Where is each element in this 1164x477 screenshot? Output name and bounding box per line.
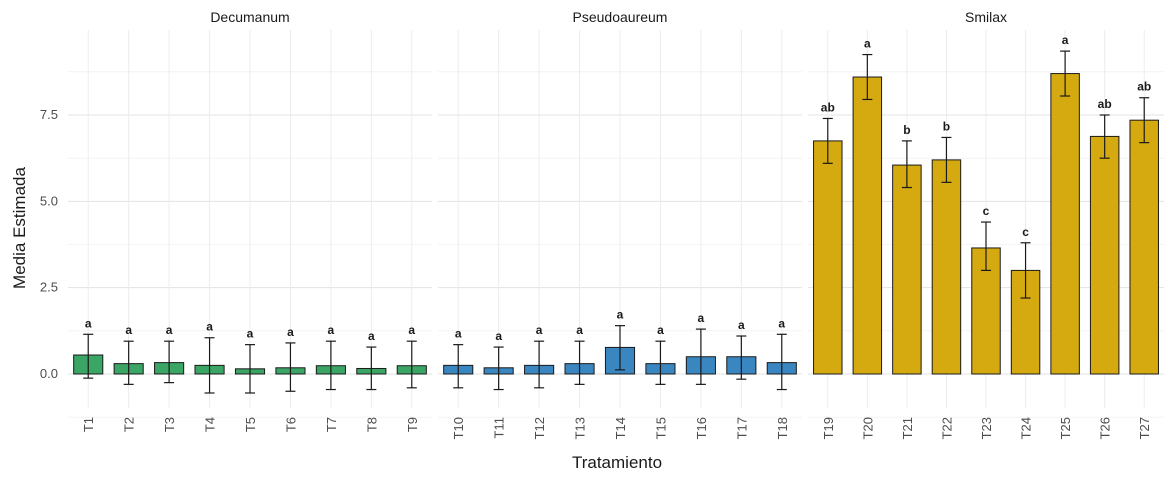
y-tick-label: 5.0 — [40, 193, 58, 208]
significance-label-t11: a — [495, 329, 502, 343]
significance-label-t10: a — [455, 327, 462, 341]
x-tick-label-t3: T3 — [162, 417, 177, 432]
panel-title-decumanum: Decumanum — [210, 9, 289, 25]
significance-label-t5: a — [247, 327, 254, 341]
panel-title-smilax: Smilax — [965, 9, 1007, 25]
significance-label-t16: a — [698, 311, 705, 325]
significance-label-t20: a — [864, 37, 871, 51]
x-tick-label-t1: T1 — [81, 417, 96, 432]
significance-label-t19: ab — [821, 100, 835, 114]
y-tick-label: 0.0 — [40, 366, 58, 381]
x-tick-label-t25: T25 — [1058, 417, 1073, 439]
bar-t22 — [931, 159, 962, 375]
x-tick-label-t10: T10 — [451, 417, 466, 439]
x-tick-label-t4: T4 — [203, 417, 218, 432]
x-tick-label-t2: T2 — [122, 417, 137, 432]
x-tick-label-t14: T14 — [613, 417, 628, 439]
y-axis-title: Media Estimada — [10, 167, 29, 289]
significance-label-t4: a — [206, 320, 213, 334]
x-tick-label-t7: T7 — [324, 417, 339, 432]
x-tick-label-t16: T16 — [694, 417, 709, 439]
significance-label-t6: a — [287, 325, 294, 339]
bar-t26 — [1089, 135, 1120, 375]
x-tick-label-t17: T17 — [734, 417, 749, 439]
x-tick-label-t12: T12 — [532, 417, 547, 439]
bar-t21 — [892, 164, 922, 375]
significance-label-t2: a — [125, 323, 132, 337]
x-tick-label-t19: T19 — [821, 417, 836, 439]
x-tick-label-t6: T6 — [283, 417, 298, 432]
x-tick-label-t23: T23 — [979, 417, 994, 439]
x-tick-label-t27: T27 — [1137, 417, 1152, 439]
significance-label-t23: c — [983, 204, 990, 218]
x-tick-label-t24: T24 — [1019, 417, 1034, 439]
x-tick-label-t21: T21 — [900, 417, 915, 439]
bar-t25 — [1050, 73, 1080, 375]
text-layer: 0.0 2.5 5.0 7.5 Decumanum a T1 a T2 a T3 a T4 a T5 a T6 a… — [40, 9, 1152, 439]
significance-label-t21: b — [903, 123, 910, 137]
significance-label-t25: a — [1062, 33, 1069, 47]
x-tick-label-t15: T15 — [653, 417, 668, 439]
significance-label-t17: a — [738, 318, 745, 332]
bar-t19 — [813, 140, 843, 375]
significance-label-t26: ab — [1098, 97, 1112, 111]
x-tick-label-t20: T20 — [860, 417, 875, 439]
x-tick-label-t9: T9 — [405, 417, 420, 432]
panel-title-pseudoaureum: Pseudoaureum — [573, 9, 668, 25]
bars-layer — [73, 50, 1159, 394]
significance-label-t14: a — [617, 308, 624, 322]
x-tick-label-t13: T13 — [573, 417, 588, 439]
significance-label-t7: a — [328, 323, 335, 337]
significance-label-t8: a — [368, 329, 375, 343]
significance-label-t24: c — [1022, 225, 1029, 239]
x-tick-label-t11: T11 — [492, 417, 507, 438]
significance-label-t15: a — [657, 323, 664, 337]
significance-label-t12: a — [536, 323, 543, 337]
significance-label-t27: ab — [1137, 80, 1151, 94]
significance-label-t3: a — [166, 323, 173, 337]
x-axis-title: Tratamiento — [572, 453, 662, 472]
bar-t20 — [852, 76, 883, 375]
x-tick-label-t8: T8 — [364, 417, 379, 432]
bar-t27 — [1129, 119, 1159, 375]
significance-label-t13: a — [576, 323, 583, 337]
significance-label-t18: a — [778, 316, 785, 330]
significance-label-t1: a — [85, 316, 92, 330]
y-tick-label: 2.5 — [40, 280, 58, 295]
significance-label-t9: a — [408, 323, 415, 337]
y-tick-label: 7.5 — [40, 107, 58, 122]
significance-label-t22: b — [943, 119, 950, 133]
x-tick-label-t5: T5 — [243, 417, 258, 432]
x-tick-label-t26: T26 — [1098, 417, 1113, 439]
x-tick-label-t18: T18 — [775, 417, 790, 439]
x-tick-label-t22: T22 — [939, 417, 954, 439]
